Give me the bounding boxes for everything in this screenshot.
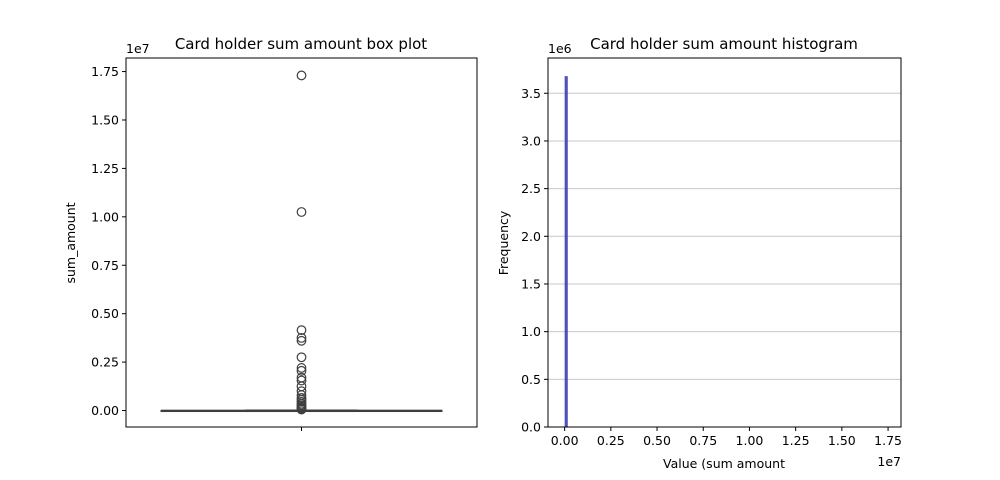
histogram-y-tick-label: 3.0	[521, 133, 541, 148]
histogram-y-offset-label: 1e6	[548, 41, 572, 56]
histogram-x-tick-label: 1.75	[874, 433, 902, 448]
box-plot-y-tick-label: 1.00	[91, 209, 119, 224]
box-plot-y-tick-label: 0.75	[91, 258, 119, 273]
box-plot-y-tick-label: 0.25	[91, 355, 119, 370]
box-plot-y-tick-label: 1.50	[91, 112, 119, 127]
histogram-x-tick-label: 0.00	[551, 433, 579, 448]
box-plot-outlier-point	[296, 404, 307, 415]
box-plot-frame	[125, 57, 478, 428]
histogram-x-tick-label: 0.25	[597, 433, 625, 448]
histogram-frame	[547, 57, 902, 428]
box-plot-outlier-point	[296, 335, 307, 346]
box-plot-outlier-point	[296, 325, 307, 336]
box-plot-outlier-point	[296, 363, 307, 373]
box-plot-y-offset-label: 1e7	[126, 41, 150, 56]
histogram-x-ticks: 0.00 0.25 0.50 0.75 1.00 1.25 1.50 1.75	[551, 427, 902, 448]
histogram-y-ticks: 0.0 0.5 1.0 1.5 2.0 2.5 3.0 3.5	[521, 86, 548, 435]
histogram-x-offset-label: 1e7	[877, 454, 901, 469]
histogram-y-axis-label: Frequency	[496, 210, 511, 275]
box-plot-outliers	[296, 70, 307, 415]
histogram-title: Card holder sum amount histogram	[590, 35, 858, 53]
box-plot-y-ticks: 0.00 0.25 0.50 0.75 1.00 1.25 1.50 1.75	[91, 64, 126, 418]
histogram-x-tick-label: 1.00	[736, 433, 764, 448]
box-plot-y-tick-label: 1.75	[91, 64, 119, 79]
histogram-y-tick-label: 1.0	[521, 324, 541, 339]
histogram-x-tick-label: 1.25	[782, 433, 810, 448]
box-plot-y-tick-label: 0.00	[91, 403, 119, 418]
histogram-gridlines	[548, 92, 901, 380]
histogram-x-tick-label: 1.50	[828, 433, 856, 448]
histogram-y-tick-label: 2.0	[521, 229, 541, 244]
box-plot-y-tick-label: 1.25	[91, 161, 119, 176]
histogram-y-tick-label: 0.5	[521, 372, 541, 387]
box-plot-chart: Card holder sum amount box plot 1e7 sum_…	[63, 35, 478, 431]
box-plot-y-tick-label: 0.50	[91, 306, 119, 321]
histogram-y-tick-label: 2.5	[521, 181, 541, 196]
box-plot-title: Card holder sum amount box plot	[175, 35, 427, 53]
box-plot-outlier-point	[296, 207, 307, 217]
box-plot-outlier-point	[296, 375, 307, 386]
box-plot-y-axis-label: sum_amount	[63, 202, 78, 283]
histogram-y-tick-label: 1.5	[521, 276, 541, 291]
histogram-chart: Card holder sum amount histogram 1e6 1e7…	[496, 35, 902, 471]
histogram-y-tick-label: 0.0	[521, 420, 541, 435]
box-plot-outlier-point	[296, 352, 307, 363]
histogram-x-tick-label: 0.50	[643, 433, 671, 448]
histogram-bar	[564, 76, 568, 428]
box-plot-outlier-point	[296, 70, 307, 81]
histogram-y-tick-label: 3.5	[521, 86, 541, 101]
histogram-x-tick-label: 0.75	[689, 433, 717, 448]
box-plot-outlier-point	[296, 365, 307, 376]
histogram-x-axis-label: Value (sum amount	[663, 456, 785, 471]
histogram-bars	[564, 76, 568, 428]
box-plot-outlier-point	[296, 332, 307, 343]
